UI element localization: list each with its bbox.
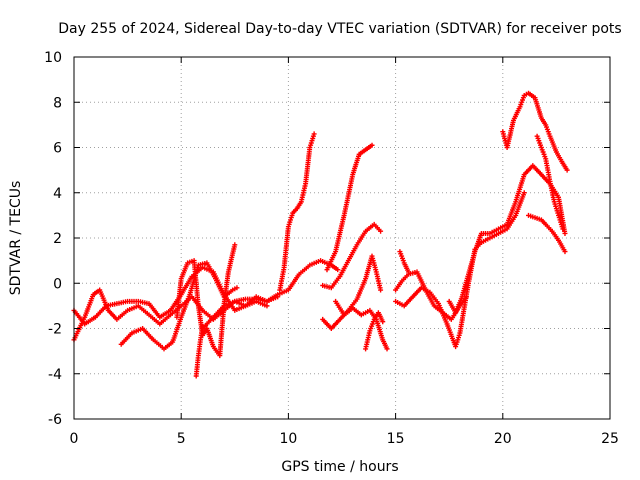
series-markers (320, 221, 384, 291)
ticks: 0 5 10 15 20 25 -6 -4 -2 0 2 4 6 8 10 (44, 50, 619, 447)
series-sat-18 (526, 212, 568, 255)
series-markers (324, 142, 375, 273)
y-axis-label: SDTVAR / TECUs (8, 181, 24, 296)
series-markers (526, 212, 568, 255)
series-sat-10 (320, 253, 384, 331)
series-markers (320, 253, 384, 331)
series-sat-15 (397, 249, 411, 275)
x-tick-label: 25 (601, 431, 619, 447)
series-sat-16 (446, 163, 568, 316)
series-sat-8 (324, 142, 375, 273)
y-tick-label: -2 (48, 322, 62, 338)
series-sat-6 (200, 258, 341, 331)
series-markers (397, 249, 411, 275)
series-markers (363, 310, 386, 352)
series-markers (500, 90, 570, 173)
x-tick-label: 5 (177, 431, 186, 447)
grid (74, 57, 610, 419)
series-sat-7 (277, 131, 317, 293)
series-sat-9 (320, 221, 384, 291)
chart-title: Day 255 of 2024, Sidereal Day-to-day VTE… (58, 21, 621, 37)
y-tick-label: 2 (53, 231, 62, 247)
series-markers (446, 163, 568, 316)
y-tick-label: 6 (53, 141, 62, 157)
series-markers (534, 133, 566, 232)
y-tick-label: 10 (44, 50, 62, 66)
x-tick-label: 10 (279, 431, 297, 447)
data-series (71, 90, 570, 379)
x-tick-label: 15 (387, 431, 405, 447)
series-sat-14 (393, 190, 527, 350)
x-tick-label: 20 (494, 431, 512, 447)
series-sat-19 (534, 133, 566, 232)
series-markers (393, 190, 527, 350)
x-axis-label: GPS time / hours (281, 459, 398, 475)
y-tick-label: 8 (53, 95, 62, 111)
series-sat-5 (193, 323, 206, 379)
x-tick-label: 0 (70, 431, 79, 447)
y-tick-label: -4 (48, 367, 62, 383)
series-markers (333, 298, 390, 352)
y-tick-label: 0 (53, 276, 62, 292)
series-sat-17 (500, 90, 570, 173)
series-markers (200, 258, 341, 331)
series-markers (277, 131, 317, 293)
series-sat-11 (333, 298, 390, 352)
series-markers (193, 323, 206, 379)
y-tick-label: -6 (48, 412, 62, 428)
series-sat-12 (363, 310, 386, 352)
y-tick-label: 4 (53, 186, 62, 202)
